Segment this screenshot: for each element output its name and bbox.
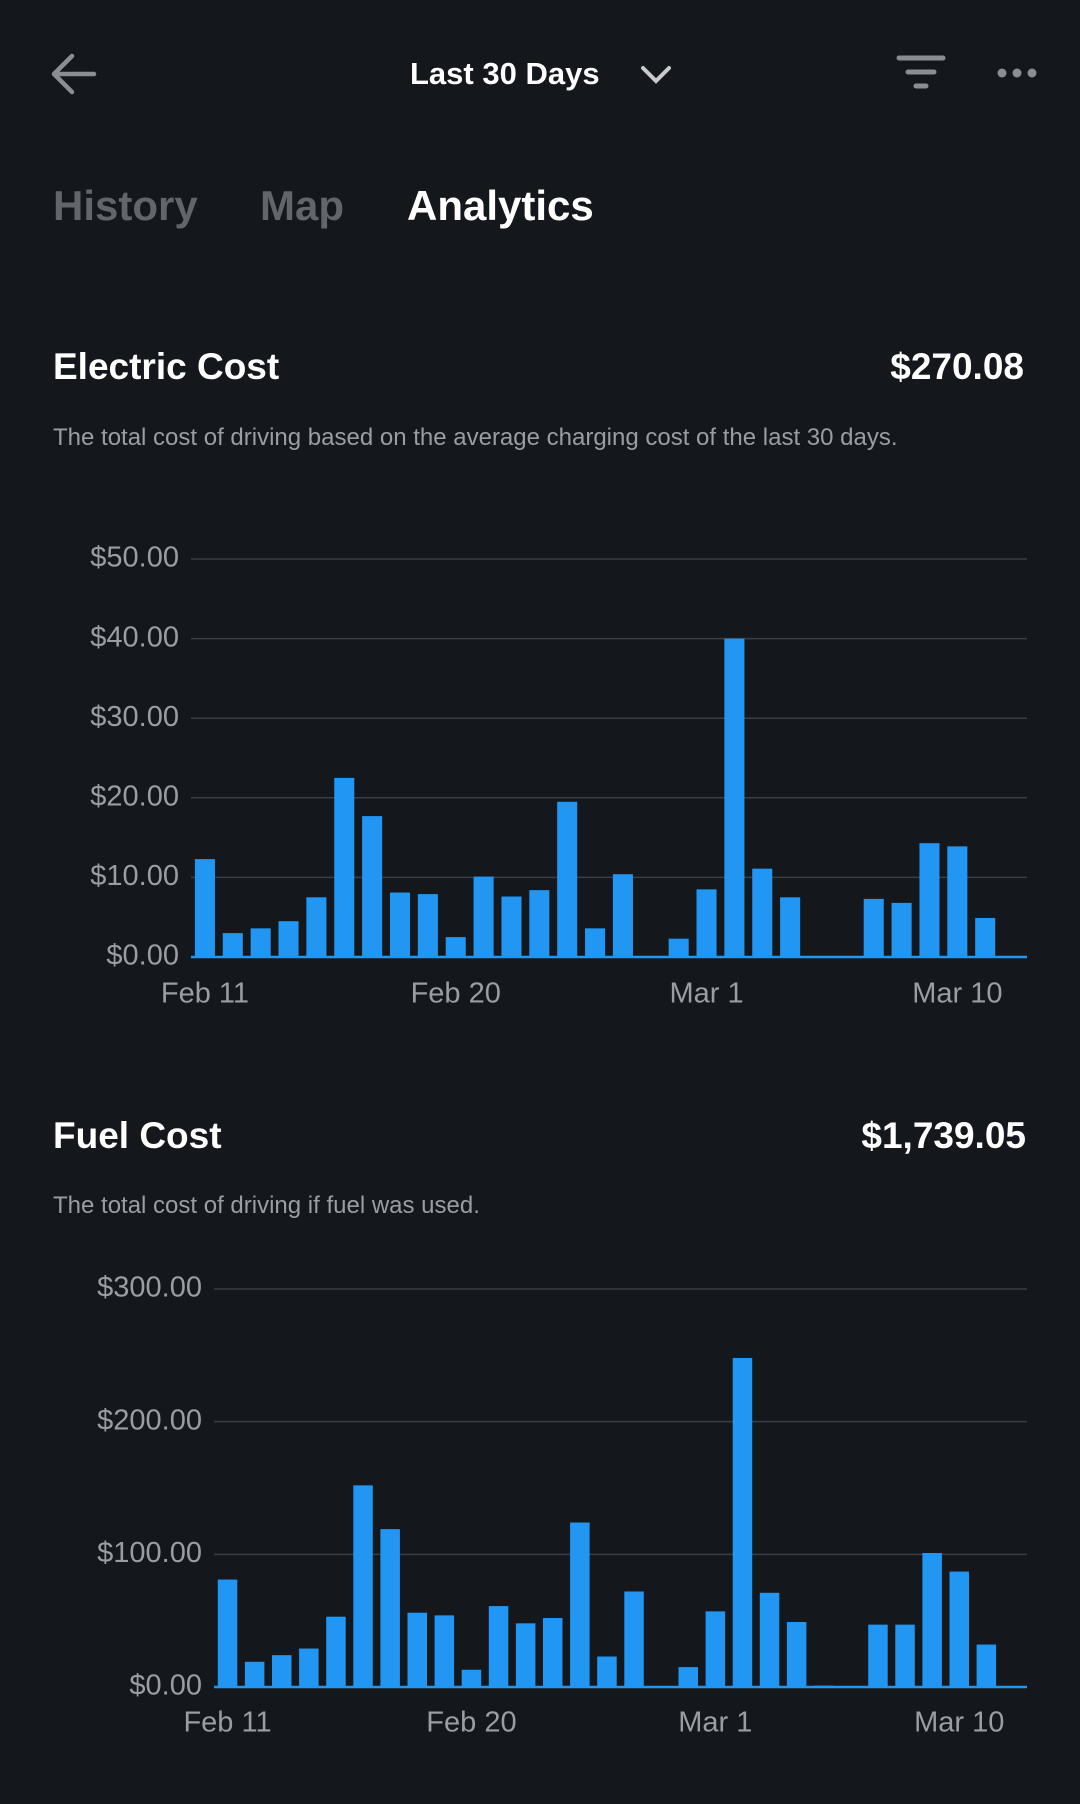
- bar: [194, 859, 215, 957]
- bar: [501, 896, 522, 957]
- more-button[interactable]: [996, 64, 1040, 84]
- bar: [488, 1606, 509, 1687]
- bar: [612, 874, 633, 957]
- x-tick-label: Feb 11: [183, 1707, 271, 1739]
- bar: [678, 1667, 699, 1687]
- section-total: $1,739.05: [861, 1115, 1026, 1156]
- bar: [407, 1612, 428, 1687]
- bar: [434, 1615, 455, 1687]
- bar: [326, 1616, 346, 1687]
- bar: [473, 876, 494, 957]
- bar: [278, 921, 299, 957]
- bar: [895, 1624, 915, 1687]
- period-title[interactable]: Last 30 Days: [410, 56, 600, 91]
- bar: [461, 1669, 482, 1687]
- bar: [515, 1623, 536, 1687]
- y-tick-label: $100.00: [97, 1537, 202, 1569]
- y-tick-label: $0.00: [129, 1670, 202, 1702]
- section-description: The total cost of driving if fuel was us…: [53, 1192, 480, 1219]
- bar: [624, 1591, 644, 1687]
- bar: [947, 846, 968, 957]
- y-tick-label: $0.00: [106, 940, 179, 972]
- bar: [417, 894, 438, 957]
- x-tick-label: Feb 20: [426, 1707, 516, 1739]
- bar: [250, 928, 271, 957]
- bar: [922, 1553, 942, 1687]
- bar: [668, 938, 689, 957]
- bar: [353, 1485, 373, 1687]
- y-tick-label: $30.00: [90, 701, 179, 733]
- bar: [975, 917, 996, 957]
- bar: [868, 1624, 888, 1687]
- x-tick-label: Feb 20: [411, 978, 501, 1010]
- bar: [222, 933, 243, 957]
- bar: [597, 1656, 617, 1687]
- section-total: $270.08: [890, 346, 1024, 387]
- tab[interactable]: History: [53, 182, 198, 229]
- bar: [306, 897, 327, 957]
- bar: [529, 890, 550, 957]
- bar: [570, 1522, 590, 1687]
- bar: [334, 777, 355, 957]
- bar: [389, 892, 411, 957]
- bar: [557, 801, 578, 957]
- section-description: The total cost of driving based on the a…: [53, 424, 898, 451]
- tab[interactable]: Map: [260, 182, 344, 229]
- bar: [759, 1592, 780, 1687]
- x-tick-label: Mar 1: [678, 1707, 752, 1739]
- bar: [271, 1655, 292, 1687]
- bar: [705, 1611, 726, 1687]
- back-button[interactable]: [48, 52, 100, 96]
- bar: [542, 1618, 563, 1687]
- bar: [780, 897, 801, 957]
- bar: [863, 898, 884, 957]
- bar: [299, 1648, 319, 1687]
- filter-button[interactable]: [896, 54, 946, 94]
- x-tick-label: Mar 10: [912, 978, 1002, 1010]
- bar: [362, 816, 383, 957]
- tab-active[interactable]: Analytics: [407, 182, 594, 229]
- y-tick-label: $20.00: [90, 780, 179, 812]
- bar: [919, 843, 940, 957]
- bar: [976, 1644, 997, 1687]
- bar: [949, 1571, 970, 1687]
- bar: [585, 928, 606, 957]
- y-tick-label: $50.00: [90, 542, 179, 574]
- bar: [244, 1661, 265, 1687]
- dropdown-chevron[interactable]: [640, 64, 672, 86]
- bar: [786, 1621, 807, 1687]
- y-tick-label: $10.00: [90, 860, 179, 892]
- section-title: Electric Cost: [53, 346, 280, 387]
- x-tick-label: Mar 10: [914, 1707, 1004, 1739]
- bar: [696, 889, 717, 957]
- bar: [732, 1357, 753, 1687]
- bar: [380, 1529, 400, 1687]
- bar: [724, 638, 745, 957]
- x-tick-label: Mar 1: [669, 978, 743, 1010]
- y-tick-label: $200.00: [97, 1404, 202, 1436]
- y-tick-label: $40.00: [90, 621, 179, 653]
- bar: [445, 937, 466, 957]
- section-title: Fuel Cost: [53, 1115, 222, 1156]
- bar: [891, 902, 912, 957]
- y-tick-label: $300.00: [97, 1272, 202, 1304]
- bar: [752, 868, 773, 957]
- x-tick-label: Feb 11: [161, 978, 249, 1010]
- bar: [217, 1579, 238, 1687]
